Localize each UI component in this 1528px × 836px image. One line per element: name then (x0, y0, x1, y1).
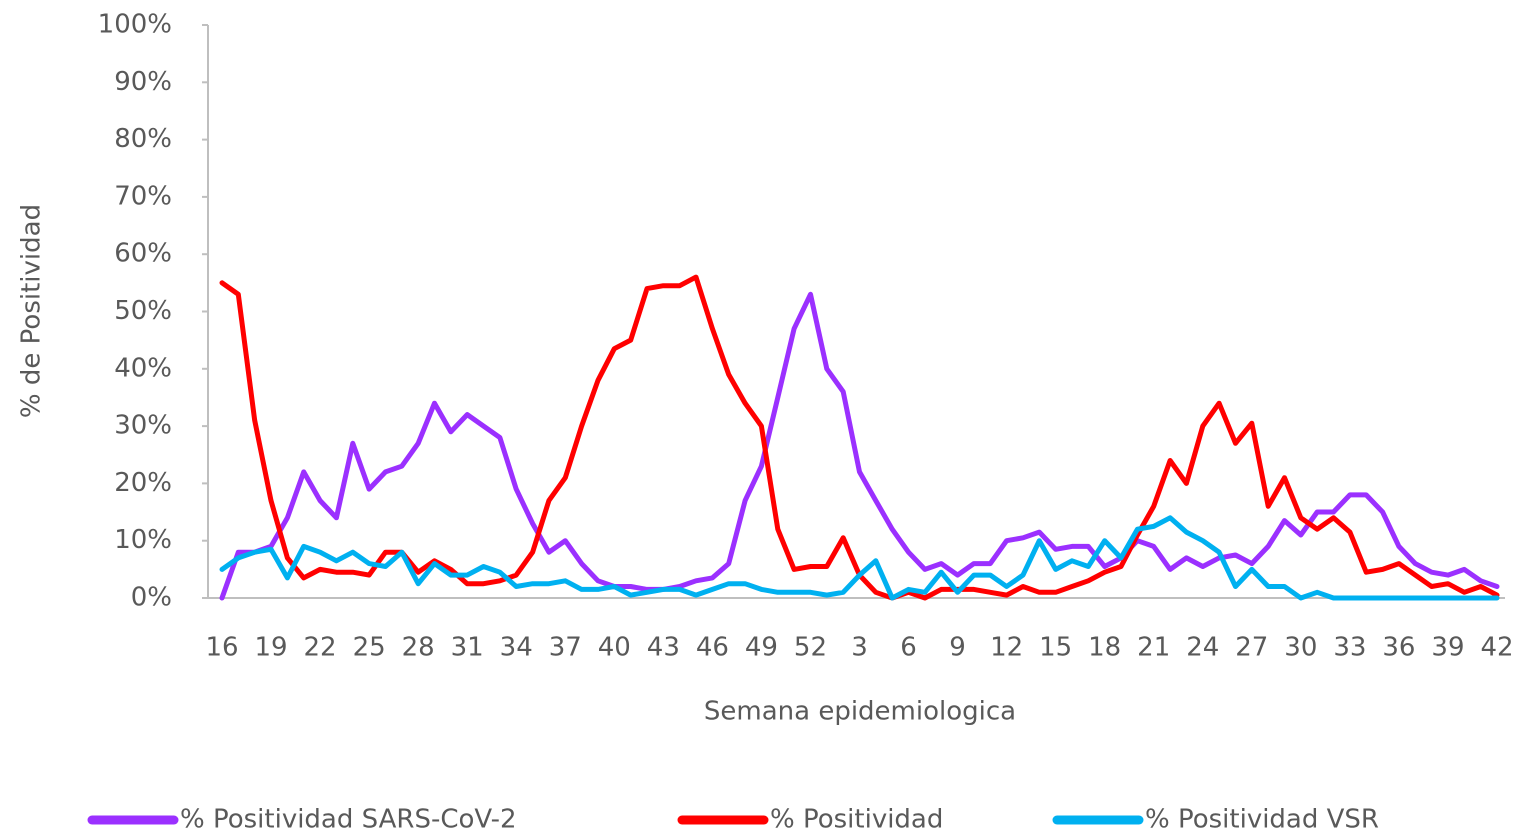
x-tick-label: 6 (900, 633, 917, 663)
y-tick-label: 70% (114, 181, 172, 211)
legend-label: % Positividad (770, 805, 943, 835)
x-tick-label: 37 (549, 633, 582, 663)
x-tick-label: 24 (1186, 633, 1219, 663)
y-tick-label: 20% (114, 468, 172, 498)
x-tick-label: 3 (851, 633, 868, 663)
x-tick-label: 19 (254, 633, 287, 663)
y-tick-label: 30% (114, 411, 172, 441)
series-line (219, 515, 1500, 601)
x-tick-label: 33 (1333, 633, 1366, 663)
y-tick-label: 10% (114, 525, 172, 555)
series-line (219, 274, 1500, 601)
y-tick-label: 60% (114, 239, 172, 269)
x-tick-label: 46 (696, 633, 729, 663)
x-tick-label: 34 (500, 633, 533, 663)
series-line (219, 291, 1500, 601)
x-tick-label: 49 (745, 633, 778, 663)
y-tick-label: 0% (131, 583, 172, 613)
x-tick-label: 42 (1480, 633, 1513, 663)
y-tick-label: 90% (114, 67, 172, 97)
y-tick-label: 50% (114, 296, 172, 326)
x-axis-label: Semana epidemiologica (704, 697, 1016, 727)
x-tick-label: 16 (205, 633, 238, 663)
x-tick-label: 15 (1039, 633, 1072, 663)
x-tick-label: 39 (1431, 633, 1464, 663)
x-tick-label: 30 (1284, 633, 1317, 663)
y-axis-label: % de Positividad (17, 204, 47, 418)
x-tick-label: 21 (1137, 633, 1170, 663)
x-tick-label: 12 (990, 633, 1023, 663)
x-tick-label: 18 (1088, 633, 1121, 663)
x-tick-label: 36 (1382, 633, 1415, 663)
x-tick-label: 22 (304, 633, 337, 663)
x-tick-label: 40 (598, 633, 631, 663)
y-tick-label: 100% (98, 10, 172, 40)
x-tick-label: 52 (794, 633, 827, 663)
y-tick-label: 80% (114, 124, 172, 154)
x-tick-label: 25 (353, 633, 386, 663)
x-tick-label: 43 (647, 633, 680, 663)
legend-label: % Positividad VSR (1145, 805, 1379, 835)
x-tick-label: 9 (949, 633, 966, 663)
legend-label: % Positividad SARS-CoV-2 (180, 805, 517, 835)
y-tick-label: 40% (114, 353, 172, 383)
x-tick-label: 27 (1235, 633, 1268, 663)
x-tick-label: 28 (402, 633, 435, 663)
x-tick-label: 31 (451, 633, 484, 663)
